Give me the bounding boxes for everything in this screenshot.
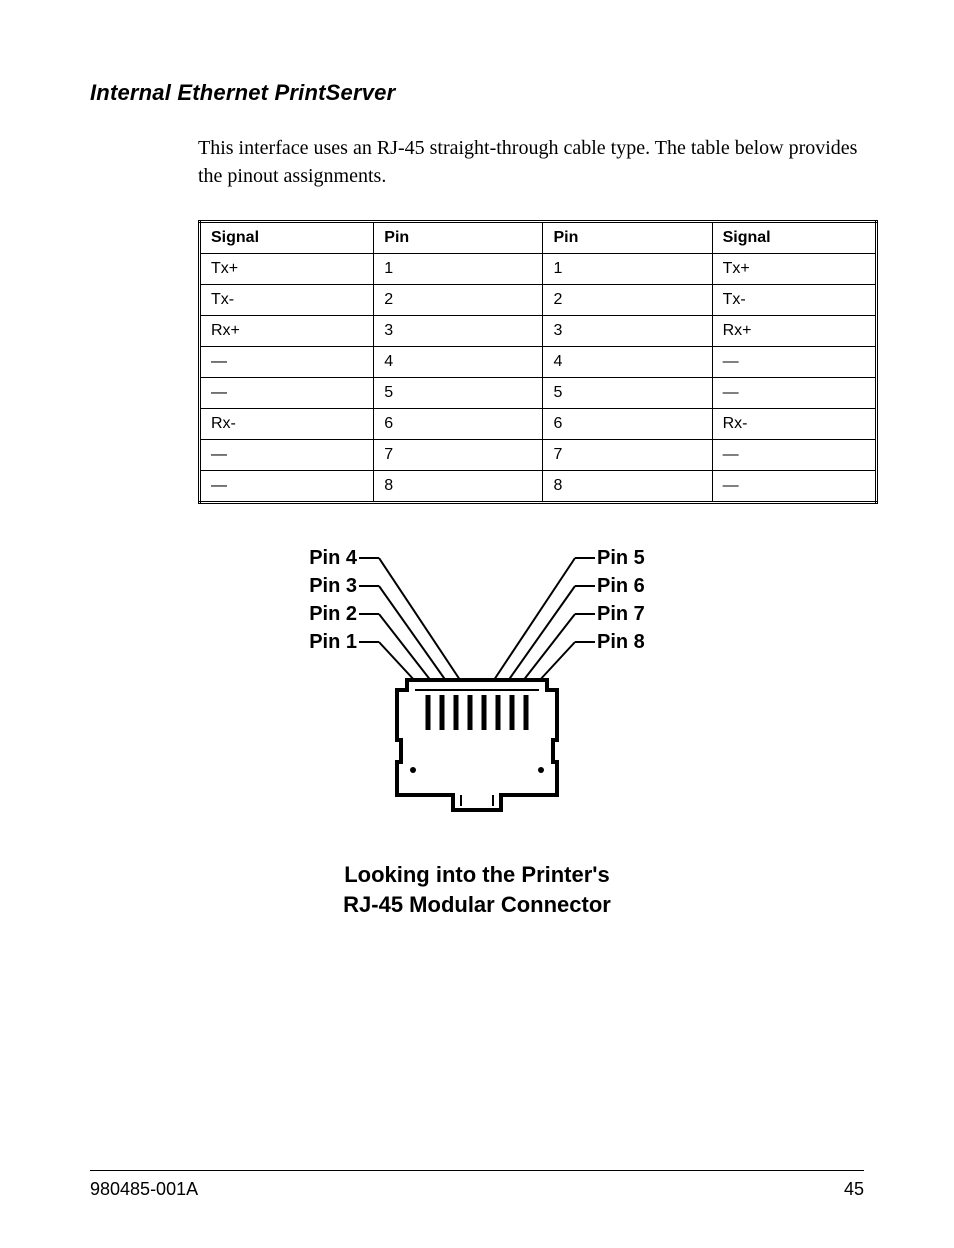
cell: 4 (374, 347, 543, 378)
page-footer: 980485-001A 45 (90, 1170, 864, 1200)
intro-paragraph: This interface uses an RJ-45 straight-th… (198, 134, 864, 190)
cell: 5 (543, 378, 712, 409)
cell: — (712, 378, 876, 409)
cell: Tx+ (712, 254, 876, 285)
table-row: — 5 5 — (200, 378, 877, 409)
cell: 2 (374, 285, 543, 316)
table-row: Tx- 2 2 Tx- (200, 285, 877, 316)
cell: 8 (374, 471, 543, 503)
cell: — (712, 471, 876, 503)
cell: Rx+ (712, 316, 876, 347)
cell: — (712, 440, 876, 471)
pinout-table: Signal Pin Pin Signal Tx+ 1 1 Tx+ Tx- 2 … (198, 220, 878, 504)
rj45-connector-diagram: Pin 4 Pin 3 Pin 2 Pin 1 Pin 5 Pin 6 Pin … (297, 540, 657, 840)
cell: 6 (374, 409, 543, 440)
pin-label: Pin 2 (309, 603, 357, 625)
cell: Tx- (712, 285, 876, 316)
pin-label: Pin 3 (309, 575, 357, 597)
pin-label: Pin 1 (309, 631, 357, 653)
pin-label: Pin 5 (597, 547, 645, 569)
cell: Rx+ (200, 316, 374, 347)
pin-label: Pin 8 (597, 631, 645, 653)
section-heading: Internal Ethernet PrintServer (90, 80, 864, 106)
cell: 6 (543, 409, 712, 440)
cell: Tx- (200, 285, 374, 316)
cell: 1 (543, 254, 712, 285)
cell: 8 (543, 471, 712, 503)
cell: Rx- (712, 409, 876, 440)
table-row: — 4 4 — (200, 347, 877, 378)
col-header: Pin (543, 222, 712, 254)
pin-label: Pin 4 (309, 547, 358, 569)
rj45-body-icon (397, 680, 557, 810)
cell: — (200, 347, 374, 378)
caption-line: RJ-45 Modular Connector (343, 892, 611, 917)
cell: — (200, 440, 374, 471)
cell: 2 (543, 285, 712, 316)
table-row: — 7 7 — (200, 440, 877, 471)
cell: Rx- (200, 409, 374, 440)
col-header: Signal (200, 222, 374, 254)
cell: 1 (374, 254, 543, 285)
cell: 3 (543, 316, 712, 347)
col-header: Signal (712, 222, 876, 254)
cell: — (200, 378, 374, 409)
cell: 7 (374, 440, 543, 471)
caption-line: Looking into the Printer's (344, 862, 610, 887)
table-header-row: Signal Pin Pin Signal (200, 222, 877, 254)
col-header: Pin (374, 222, 543, 254)
table-row: Tx+ 1 1 Tx+ (200, 254, 877, 285)
cell: — (712, 347, 876, 378)
cell: 4 (543, 347, 712, 378)
table-row: Rx- 6 6 Rx- (200, 409, 877, 440)
pin-label: Pin 6 (597, 575, 645, 597)
cell: 7 (543, 440, 712, 471)
cell: 5 (374, 378, 543, 409)
footer-doc-number: 980485-001A (90, 1179, 198, 1200)
cell: 3 (374, 316, 543, 347)
cell: Tx+ (200, 254, 374, 285)
cell: — (200, 471, 374, 503)
diagram-caption: Looking into the Printer's RJ-45 Modular… (343, 860, 611, 919)
pin-label: Pin 7 (597, 603, 645, 625)
footer-page-number: 45 (844, 1179, 864, 1200)
table-row: Rx+ 3 3 Rx+ (200, 316, 877, 347)
table-row: — 8 8 — (200, 471, 877, 503)
